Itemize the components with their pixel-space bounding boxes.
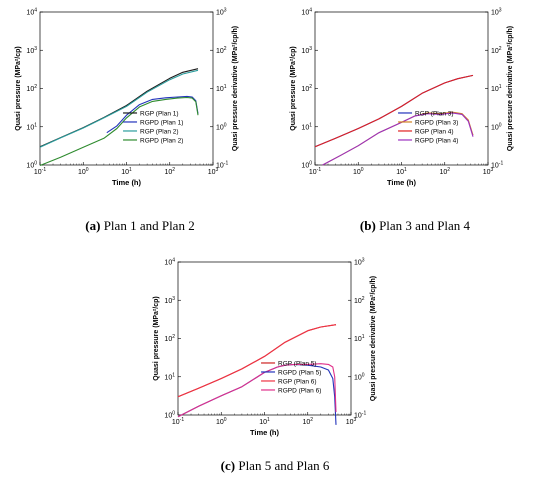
x-tick-label: 101 — [259, 417, 270, 426]
y2-tick-label: 10-1 — [354, 411, 366, 420]
y2-tick-label: 101 — [354, 334, 365, 343]
legend-label: RGPD (Plan 4) — [415, 137, 458, 144]
x-axis-label: Time (h) — [387, 178, 417, 187]
series-line-rgp-plan-6- — [177, 324, 337, 398]
y-tick-label: 102 — [26, 84, 37, 93]
series-line-rgpd-plan-2- — [39, 96, 199, 167]
y-tick-label: 104 — [301, 8, 312, 17]
caption-a-label: (a) — [85, 218, 101, 233]
y2-tick-label: 103 — [354, 258, 365, 267]
legend-label: RGPD (Plan 5) — [278, 369, 321, 376]
y2-tick-label: 102 — [216, 46, 227, 55]
y-tick-label: 102 — [164, 334, 175, 343]
x-axis-label: Time (h) — [112, 178, 142, 187]
series-line-rgp-plan-4- — [314, 74, 474, 148]
x-tick-label: 102 — [302, 417, 313, 426]
x-tick-label: 100 — [353, 167, 364, 176]
caption-a-text: Plan 1 and Plan 2 — [100, 218, 195, 233]
series-line-rgpd-plan-1- — [106, 95, 199, 134]
chart-panel-c: 10-1 100 101 102 103 100 101 102 103 104 10-1 100 10… — [138, 250, 413, 438]
series-line-rgp-plan-2- — [39, 69, 199, 148]
y2-tick-label: 103 — [216, 8, 227, 17]
y-tick-label: 104 — [26, 8, 37, 17]
y2-tick-label: 10-1 — [491, 161, 503, 170]
x-tick-label: 10-1 — [34, 167, 46, 176]
legend-label: RGP (Plan 4) — [415, 128, 454, 135]
x-tick-label: 103 — [483, 167, 494, 176]
x-tick-label: 100 — [78, 167, 89, 176]
y2-tick-label: 100 — [354, 372, 365, 381]
y-tick-label: 100 — [164, 411, 175, 420]
y2-tick-label: 103 — [491, 8, 502, 17]
chart-1-group: 10-1 100 101 102 10310010110210310410-110010… — [290, 8, 514, 188]
x-tick-label: 101 — [396, 167, 407, 176]
y2-tick-label: 10-1 — [216, 161, 228, 170]
x-axis-label: Time (h) — [250, 428, 280, 437]
legend-label: RGP (Plan 2) — [140, 128, 179, 135]
y2-tick-label: 101 — [216, 84, 227, 93]
plot-frame — [39, 11, 214, 166]
y-tick-label: 101 — [164, 372, 175, 381]
y2-axis-label: Quasi pressure derivative (MPa²/cp/h) — [507, 26, 514, 151]
y-tick-label: 104 — [164, 258, 175, 267]
legend-label: RGP (Plan 6) — [278, 378, 317, 385]
y2-tick-label: 102 — [491, 46, 502, 55]
y2-tick-label: 102 — [354, 296, 365, 305]
series-line-rgpd-plan-6- — [177, 363, 337, 418]
legend-label: RGP (Plan 3) — [415, 110, 454, 117]
y-tick-label: 103 — [26, 46, 37, 55]
caption-b-label: (b) — [359, 218, 376, 233]
legend-label: RGPD (Plan 3) — [415, 119, 458, 126]
y-axis-label: Quasi pressure (MPa²/cp) — [15, 46, 22, 130]
legend-label: RGPD (Plan 6) — [278, 387, 321, 394]
y2-tick-label: 100 — [491, 122, 502, 131]
x-tick-label: 101 — [121, 167, 132, 176]
y-tick-label: 100 — [26, 161, 37, 170]
chart-panel-a: 10-1 100 101 102 103 100 101 102 103 104 10-1 100 10… — [0, 0, 275, 188]
x-tick-label: 10-1 — [309, 167, 321, 176]
y2-tick-label: 100 — [216, 122, 227, 131]
y-axis-label: Quasi pressure (MPa²/cp) — [290, 46, 297, 130]
x-tick-label: 103 — [208, 167, 219, 176]
legend-label: RGP (Plan 5) — [278, 360, 317, 367]
chart-0-group: 10-1 100 101 102 10310010110210310410-110010… — [15, 8, 239, 188]
caption-c-text: Plan 5 and Plan 6 — [235, 458, 330, 473]
y-tick-label: 101 — [26, 122, 37, 131]
chart-c-svg: 10-1 100 101 102 10310010110210310410-110010… — [153, 258, 377, 438]
y-axis-label: Quasi pressure (MPa²/cp) — [153, 296, 160, 380]
x-tick-label: 100 — [216, 417, 227, 426]
y-tick-label: 101 — [301, 122, 312, 131]
plot-frame — [177, 261, 352, 416]
caption-b-text: Plan 3 and Plan 4 — [375, 218, 471, 233]
caption-c: (c) Plan 5 and Plan 6 — [175, 458, 375, 474]
x-tick-label: 102 — [439, 167, 450, 176]
y-tick-label: 103 — [301, 46, 312, 55]
plot-frame — [314, 11, 489, 166]
series-line-rgpd-plan-4- — [322, 112, 474, 166]
chart-a-svg: 10-1 100 101 102 10310010110210310410-110010… — [15, 8, 239, 188]
caption-c-label: (c) — [220, 458, 236, 473]
x-tick-label: 103 — [346, 417, 357, 426]
y-tick-label: 103 — [164, 296, 175, 305]
chart-panel-b: 10-1 100 101 102 103 100 101 102 103 104 10-1 100 10… — [275, 0, 550, 188]
legend-label: RGP (Plan 1) — [140, 110, 179, 117]
caption-a: (a) Plan 1 and Plan 2 — [40, 218, 240, 234]
x-tick-label: 102 — [164, 167, 175, 176]
legend-label: RGPD (Plan 2) — [140, 137, 183, 144]
legend-label: RGPD (Plan 1) — [140, 119, 183, 126]
x-tick-label: 10-1 — [172, 417, 184, 426]
y2-axis-label: Quasi pressure derivative (MPa²/cp/h) — [370, 276, 377, 401]
caption-b: (b) Plan 3 and Plan 4 — [315, 218, 515, 234]
y-tick-label: 102 — [301, 84, 312, 93]
y-tick-label: 100 — [301, 161, 312, 170]
chart-b-svg: 10-1 100 101 102 10310010110210310410-110010… — [290, 8, 514, 188]
y2-tick-label: 101 — [491, 84, 502, 93]
y2-axis-label: Quasi pressure derivative (MPa²/cp/h) — [232, 26, 239, 151]
chart-2-group: 10-1 100 101 102 10310010110210310410-110010… — [153, 258, 377, 438]
